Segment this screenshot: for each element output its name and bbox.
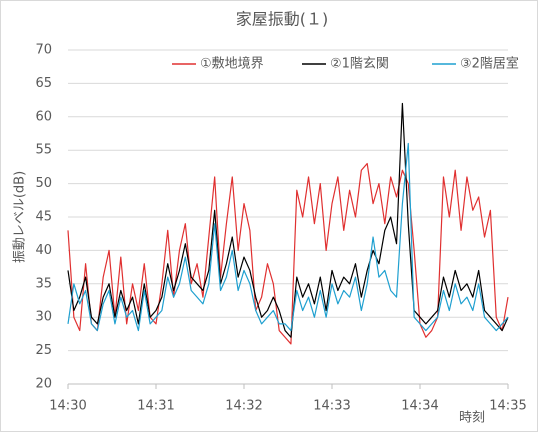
y-tick-label: 60: [35, 109, 52, 124]
legend-label: ②1階玄関: [330, 57, 389, 72]
x-tick-label: 14:33: [313, 399, 350, 414]
y-tick-label: 35: [35, 276, 52, 291]
y-tick-label: 55: [35, 143, 52, 158]
y-tick-label: 25: [35, 343, 52, 358]
y-tick-label: 40: [35, 243, 52, 258]
y-tick-label: 30: [35, 310, 52, 325]
legend-label: ①敷地境界: [200, 57, 264, 72]
y-tick-label: 45: [35, 210, 52, 225]
y-tick-label: 20: [35, 377, 52, 392]
y-tick-label: 65: [35, 76, 52, 91]
x-tick-label: 14:34: [401, 399, 438, 414]
y-tick-label: 70: [35, 43, 52, 58]
series-line: [67, 142, 509, 332]
y-axis-label: 振動レベル(dB): [13, 171, 28, 263]
x-tick-label: 14:35: [489, 399, 526, 414]
x-axis-label: 時刻: [459, 411, 485, 426]
x-tick-label: 14:32: [225, 399, 262, 414]
legend-label: ③2階居室: [460, 56, 519, 72]
series-line: [67, 102, 509, 338]
chart-title: 家屋振動(１): [236, 10, 329, 29]
series-line: [67, 162, 509, 345]
y-tick-label: 50: [35, 176, 52, 191]
x-tick-label: 14:30: [49, 399, 86, 414]
x-tick-label: 14:31: [137, 399, 174, 414]
